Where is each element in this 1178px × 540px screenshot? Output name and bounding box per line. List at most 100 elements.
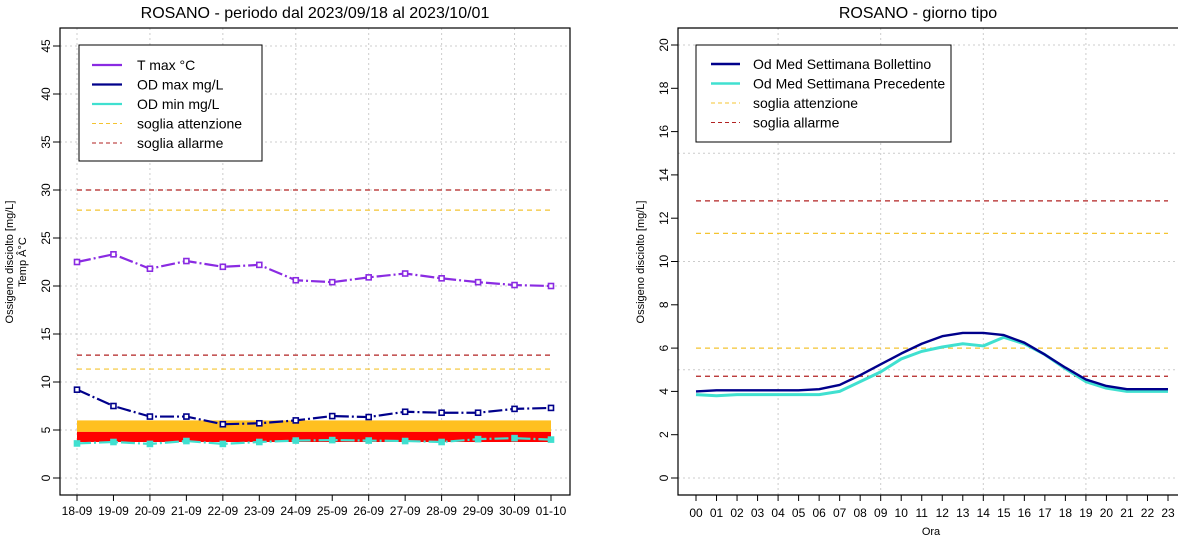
right-x-tick-label: 00 (689, 506, 703, 520)
left-bands (77, 420, 551, 442)
left-x-tick-label: 27-09 (390, 504, 421, 518)
odmin-point (328, 436, 336, 444)
tmax-point (547, 282, 555, 290)
attention-band (77, 420, 551, 432)
odmax-point (401, 408, 409, 416)
tmax-point (183, 257, 190, 265)
left-y-tick-label: 5 (39, 426, 53, 433)
right-y-tick-label: 8 (657, 301, 671, 308)
right-x-tick-label: 16 (1018, 506, 1032, 520)
odmin-point (511, 434, 518, 442)
right-y-tick-label: 4 (657, 388, 671, 395)
tmax-point (365, 274, 372, 281)
odmin-point (547, 436, 555, 443)
precedente-series-line (695, 335, 1168, 398)
left-legend: T max °C OD max mg/L OD min mg/L soglia att… (78, 44, 263, 162)
tmax-point (438, 275, 445, 282)
right-y-tick-label: 6 (657, 344, 671, 351)
left-plot-frame (59, 27, 571, 496)
odmax-point (328, 412, 336, 420)
left-thresholds (77, 189, 551, 370)
right-x-tick-label: 07 (833, 506, 847, 520)
right-y-tick-label: 20 (657, 38, 671, 52)
right-x-tick-label: 11 (916, 506, 929, 520)
right-chart-title: ROSANO - giorno tipo (839, 5, 997, 22)
odmin-point (292, 437, 300, 444)
tmax-point (474, 278, 482, 286)
odmax-point (547, 404, 555, 412)
right-y-tick-label: 2 (657, 431, 671, 438)
odmin-point (474, 435, 482, 443)
left-x-axis: 18-09 19-09 20-09 21-09 22-09 23-09 24-09 25-09… (62, 495, 567, 518)
odmax-point (438, 409, 445, 417)
left-chart: ROSANO - periodo dal 2023/09/18 al 2023/… (4, 5, 571, 518)
right-x-tick-label: 12 (936, 506, 950, 520)
right-y-label: Ossigeno disciolto [mg/L] (635, 201, 647, 324)
tmax-series-line (76, 253, 552, 288)
right-x-tick-label: 09 (874, 506, 888, 520)
left-x-tick-label: 26-09 (353, 504, 384, 518)
left-x-tick-label: 22-09 (207, 504, 238, 518)
right-legend-label: Od Med Settimana Bollettino (753, 56, 931, 72)
right-y-tick-label: 10 (657, 255, 671, 269)
right-y-axis: 0 2 4 6 8 10 12 14 16 18 20 (657, 38, 678, 481)
right-legend-label: soglia attenzione (753, 95, 858, 111)
right-x-axis: 00 01 02 03 04 05 06 07 08 09 10 11 12 13 14 15 16 17 18 19… (689, 495, 1175, 520)
right-x-tick-label: 18 (1059, 506, 1073, 520)
left-y-tick-label: 20 (39, 279, 53, 293)
right-legend: Od Med Settimana Bollettino Od Med Settim… (695, 44, 952, 143)
right-y-tick-label: 16 (657, 125, 671, 139)
odmax-point (73, 386, 81, 393)
left-legend-label: OD max mg/L (137, 77, 224, 93)
odmin-point (183, 437, 190, 445)
tmax-point (219, 263, 227, 271)
right-x-tick-label: 13 (956, 506, 970, 520)
left-y-tick-label: 15 (39, 327, 53, 341)
left-y-tick-label: 35 (39, 135, 53, 149)
left-legend-label: soglia attenzione (137, 116, 242, 132)
tmax-point (256, 261, 263, 269)
odmin-point (219, 440, 227, 448)
right-x-tick-label: 20 (1100, 506, 1114, 520)
left-y-tick-label: 25 (39, 231, 53, 245)
odmax-point (474, 409, 482, 417)
odmin-point (110, 438, 117, 446)
right-x-tick-label: 02 (730, 506, 744, 520)
left-chart-title: ROSANO - periodo dal 2023/09/18 al 2023/… (141, 5, 490, 22)
odmin-point (365, 437, 372, 444)
left-y-tick-label: 30 (39, 183, 53, 197)
right-y-tick-label: 14 (657, 168, 671, 182)
odmax-point (183, 413, 190, 420)
right-legend-box (695, 44, 952, 143)
left-y-tick-label: 0 (39, 474, 53, 481)
left-y-tick-label: 45 (39, 39, 53, 53)
left-x-tick-label: 25-09 (317, 504, 348, 518)
odmin-point (256, 438, 263, 446)
right-chart: ROSANO - giorno tipo 02 4 6 8 10 12 14 16 18 20 0… (635, 5, 1178, 538)
left-y-axis: 0 5 10 15 20 25 30 35 40 45 (39, 39, 60, 481)
right-y-tick-label: 12 (657, 211, 671, 225)
right-x-tick-label: 17 (1038, 506, 1052, 520)
left-x-tick-label: 19-09 (98, 504, 129, 518)
left-legend-label: T max °C (137, 57, 195, 73)
right-x-tick-label: 14 (977, 506, 991, 520)
left-series (73, 251, 555, 448)
right-legend-label: Od Med Settimana Precedente (753, 76, 945, 92)
left-legend-label: OD min mg/L (137, 96, 220, 112)
right-series (695, 331, 1168, 398)
odmax-point (292, 417, 300, 424)
odmin-point (438, 438, 445, 446)
right-x-tick-label: 06 (812, 506, 826, 520)
left-x-tick-label: 24-09 (280, 504, 311, 518)
alarm-band (77, 431, 551, 442)
right-x-tick-label: 03 (751, 506, 765, 520)
right-x-tick-label: 05 (792, 506, 806, 520)
odmin-point (401, 437, 409, 445)
right-legend-label: soglia allarme (753, 115, 840, 131)
left-y-tick-label: 10 (39, 375, 53, 389)
odmax-point (256, 419, 263, 427)
tmax-point (401, 270, 409, 277)
tmax-point (73, 258, 81, 266)
left-x-tick-label: 20-09 (135, 504, 166, 518)
